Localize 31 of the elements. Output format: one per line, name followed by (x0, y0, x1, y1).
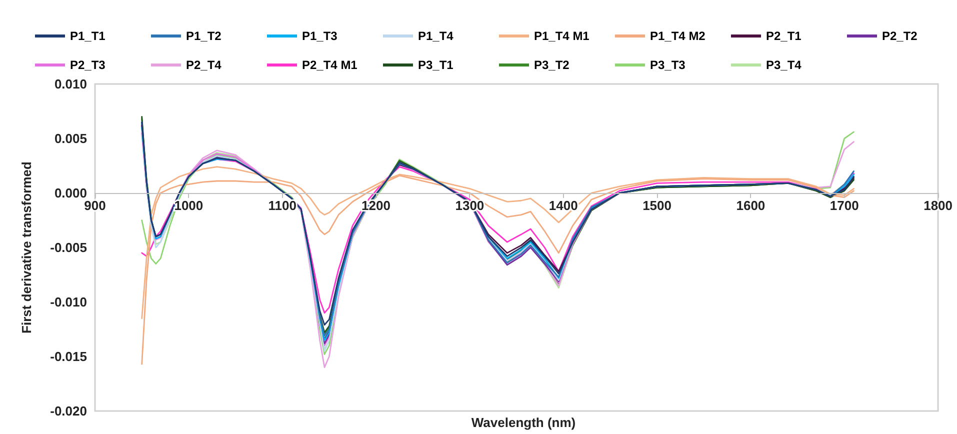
legend-label: P3_T1 (418, 58, 454, 72)
x-tick-label: 1500 (642, 198, 672, 213)
x-axis-title: Wavelength (nm) (471, 415, 576, 430)
legend-label: P1_T1 (70, 29, 106, 43)
y-tick-label: 0.000 (54, 186, 87, 200)
y-tick-label: -0.005 (50, 240, 87, 255)
legend-label: P1_T2 (186, 29, 222, 43)
legend-label: P2_T4 M1 (302, 58, 358, 72)
legend-label: P1_T4 M2 (650, 29, 706, 43)
legend-label: P3_T2 (534, 58, 570, 72)
y-tick-label: -0.020 (50, 404, 87, 418)
legend-label: P2_T3 (70, 58, 106, 72)
legend-label: P2_T4 (186, 58, 222, 72)
legend-label: P3_T3 (650, 58, 686, 72)
x-tick-label: 1800 (924, 198, 952, 213)
x-tick-label: 1700 (830, 198, 859, 213)
x-tick-label: 1400 (548, 198, 578, 213)
legend-label: P2_T2 (882, 29, 918, 43)
legend-label: P3_T4 (766, 58, 802, 72)
x-tick-label: 900 (84, 198, 106, 213)
y-tick-label: -0.010 (50, 294, 87, 310)
x-tick-label: 1600 (736, 198, 766, 213)
y-tick-label: 0.005 (54, 131, 87, 146)
y-axis-title: First derivative transformed (19, 161, 34, 334)
legend-label: P1_T4 M1 (534, 29, 590, 43)
y-tick-label: -0.015 (50, 349, 87, 364)
legend-label: P2_T1 (766, 29, 802, 43)
x-tick-label: 1100 (268, 198, 296, 213)
legend-label: P1_T4 (418, 29, 454, 43)
legend-label: P1_T3 (302, 29, 338, 43)
y-tick-label: 0.010 (54, 76, 87, 92)
